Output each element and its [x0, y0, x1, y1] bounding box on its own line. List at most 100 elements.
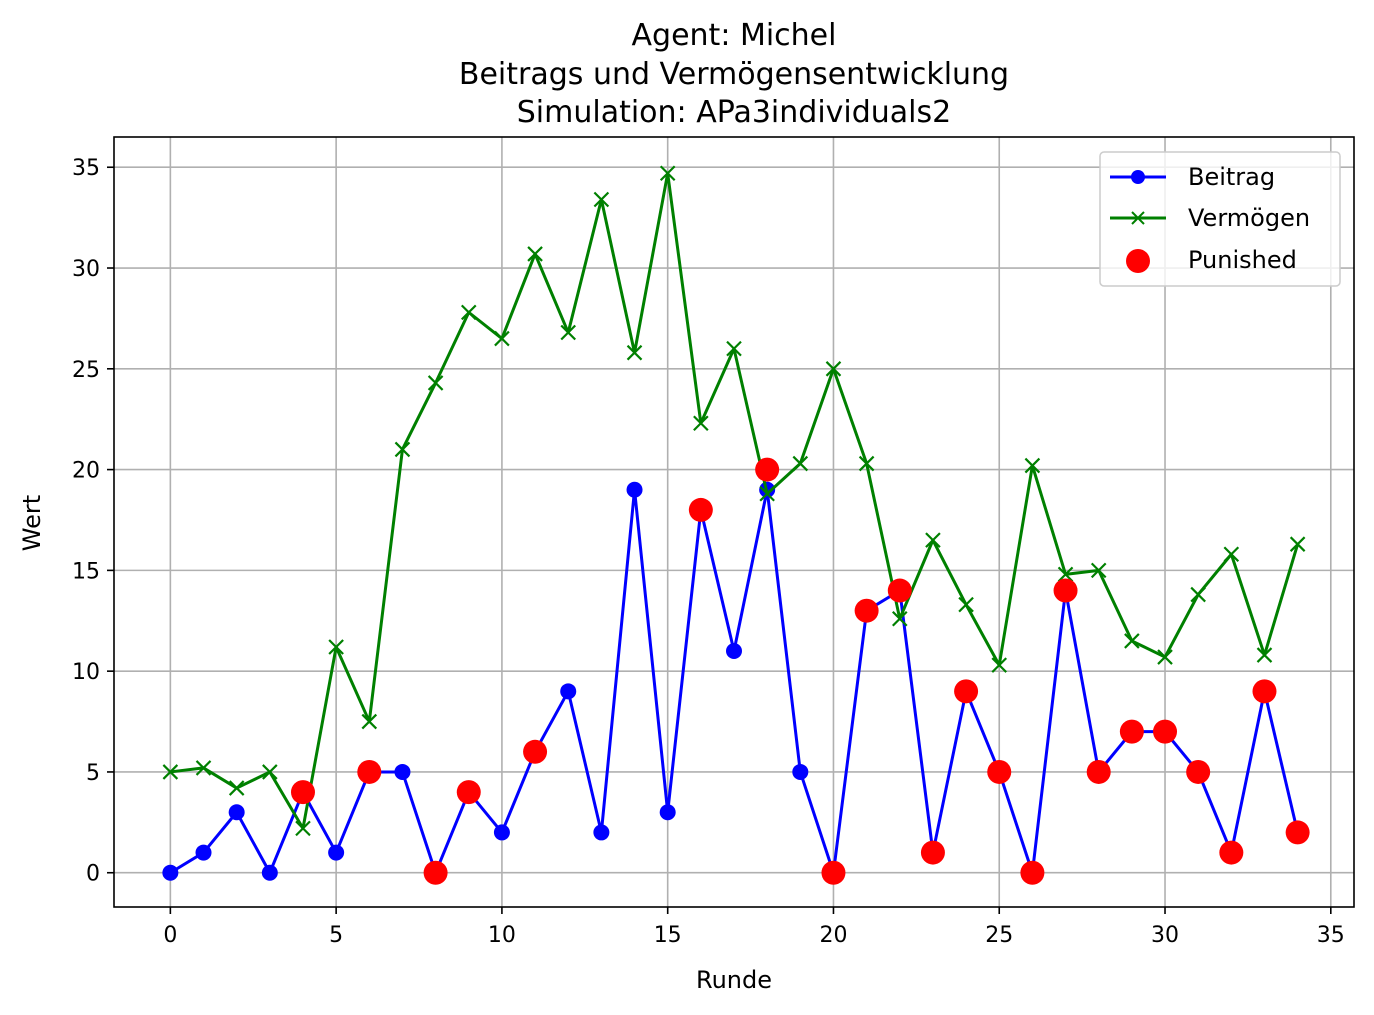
point-punished — [1219, 840, 1244, 865]
point-punished — [920, 840, 945, 865]
point-beitrag — [560, 683, 577, 700]
point-punished — [1186, 759, 1211, 784]
y-tick-label: 20 — [72, 459, 100, 484]
point-vermoegen — [394, 441, 411, 458]
title-line-2: Beitrags und Vermögensentwicklung — [459, 57, 1009, 92]
point-punished — [1252, 679, 1277, 704]
series-layer — [162, 165, 1310, 885]
point-vermoegen — [527, 246, 543, 262]
plot-frame — [113, 136, 1355, 908]
y-tick-label: 15 — [72, 559, 100, 584]
point-vermoegen — [1090, 562, 1107, 579]
point-vermoegen — [1057, 566, 1074, 583]
y-tick-label: 25 — [72, 358, 100, 383]
point-vermoegen — [295, 820, 311, 837]
legend-marker-vermoegen — [1131, 211, 1145, 225]
grid — [114, 137, 1354, 907]
chart-title: Agent: Michel Beitrags und Vermögensentw… — [459, 18, 1009, 130]
point-beitrag — [394, 763, 411, 780]
point-vermoegen — [460, 304, 477, 321]
point-vermoegen — [593, 191, 610, 208]
point-punished — [357, 759, 382, 784]
x-tick-label: 10 — [488, 923, 516, 948]
point-vermoegen — [1256, 647, 1273, 663]
point-punished — [290, 780, 315, 805]
point-punished — [987, 759, 1012, 784]
ticks: 0 5 10 15 20 25 30 35 0 5 10 15 20 25 30 35 — [72, 156, 1345, 948]
point-vermoegen — [494, 330, 510, 347]
point-vermoegen — [328, 639, 344, 655]
point-vermoegen — [1157, 649, 1173, 665]
point-punished — [523, 739, 548, 764]
point-punished — [456, 780, 481, 805]
point-vermoegen — [195, 760, 212, 776]
point-vermoegen — [659, 165, 676, 182]
point-beitrag — [261, 864, 278, 881]
point-vermoegen — [925, 532, 941, 548]
point-beitrag — [162, 864, 179, 881]
legend-marker-punished — [1126, 249, 1150, 273]
point-beitrag — [195, 844, 212, 861]
point-punished — [1285, 820, 1310, 845]
point-vermoegen — [1223, 546, 1240, 563]
x-axis-label: Runde — [696, 966, 772, 994]
x-tick-label: 5 — [329, 923, 343, 948]
point-punished — [821, 860, 846, 885]
legend-label-beitrag: Beitrag — [1188, 163, 1275, 191]
point-punished — [1153, 719, 1178, 744]
point-vermoegen — [1289, 536, 1306, 552]
y-tick-label: 10 — [72, 660, 100, 685]
point-vermoegen — [162, 764, 179, 780]
point-beitrag — [493, 824, 510, 841]
x-tick-label: 15 — [654, 923, 682, 948]
point-punished — [887, 578, 912, 603]
point-beitrag — [228, 804, 245, 821]
point-punished — [854, 598, 879, 623]
point-beitrag — [593, 824, 610, 841]
point-punished — [1086, 759, 1111, 784]
y-tick-label: 0 — [86, 862, 100, 887]
x-tick-label: 0 — [163, 923, 177, 948]
point-vermoegen — [361, 713, 378, 730]
point-vermoegen — [626, 344, 643, 361]
point-vermoegen — [262, 764, 278, 780]
point-vermoegen — [693, 415, 709, 432]
legend-label-punished: Punished — [1188, 246, 1297, 274]
series-line-beitrag — [169, 488, 1300, 875]
x-tick-label: 25 — [985, 923, 1013, 948]
point-punished — [423, 860, 448, 885]
y-tick-label: 35 — [72, 156, 100, 181]
point-vermoegen — [560, 324, 577, 341]
legend: Beitrag Vermögen Punished — [1099, 151, 1341, 287]
point-vermoegen — [726, 340, 742, 357]
x-tick-label: 35 — [1317, 923, 1345, 948]
point-vermoegen — [427, 375, 444, 391]
point-vermoegen — [1124, 633, 1140, 649]
y-tick-label: 30 — [72, 257, 100, 282]
legend-frame — [1099, 151, 1341, 287]
point-vermoegen — [1024, 457, 1041, 474]
point-vermoegen — [759, 486, 775, 502]
point-vermoegen — [991, 657, 1008, 673]
point-vermoegen — [825, 361, 842, 377]
point-beitrag — [659, 804, 676, 821]
title-line-3: Simulation: APa3individuals2 — [517, 95, 952, 130]
point-beitrag — [792, 763, 809, 780]
point-vermoegen — [792, 455, 809, 472]
point-punished — [1119, 719, 1144, 744]
y-axis-label: Wert — [18, 495, 46, 551]
point-beitrag — [726, 643, 742, 660]
x-tick-label: 30 — [1151, 923, 1179, 948]
point-beitrag — [626, 481, 643, 498]
y-tick-label: 5 — [86, 761, 100, 786]
legend-marker-beitrag — [1131, 170, 1145, 184]
point-punished — [755, 457, 780, 482]
point-vermoegen — [891, 610, 908, 627]
point-vermoegen — [1190, 586, 1206, 603]
point-punished — [688, 497, 713, 522]
point-beitrag — [328, 844, 345, 861]
title-line-1: Agent: Michel — [632, 18, 837, 53]
point-punished — [1053, 578, 1078, 603]
point-vermoegen — [958, 596, 974, 613]
legend-label-vermoegen: Vermögen — [1188, 204, 1310, 232]
